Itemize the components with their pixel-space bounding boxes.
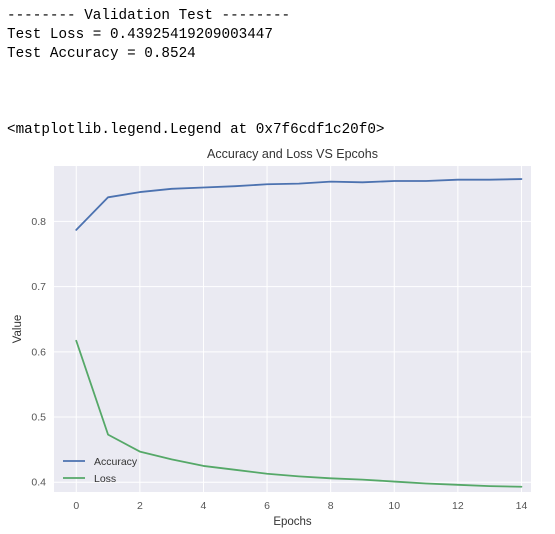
tick-labels: 0 2 4 6 8 10 12 14 0.4 0.5 0.6 0.7 0.8: [31, 216, 527, 512]
legend-repr-text: <matplotlib.legend.Legend at 0x7f6cdf1c2…: [7, 122, 385, 138]
x-tick-label: 14: [516, 500, 528, 512]
x-axis-label: Epochs: [273, 516, 312, 528]
validation-output-text: -------- Validation Test -------- Test L…: [7, 7, 290, 64]
test-accuracy-line: Test Accuracy = 0.8524: [7, 46, 196, 62]
y-tick-label: 0.5: [31, 412, 46, 424]
plot-area: [54, 166, 531, 492]
validation-header-line: -------- Validation Test --------: [7, 8, 291, 24]
x-tick-label: 12: [452, 500, 464, 512]
y-tick-label: 0.7: [31, 281, 46, 293]
test-loss-line: Test Loss = 0.43925419209003447: [7, 27, 273, 43]
series-line-accuracy: [75, 178, 523, 231]
y-axis-label: Value: [12, 315, 24, 344]
legend: Accuracy Loss: [63, 456, 138, 485]
series-line-loss: [75, 339, 523, 488]
y-tick-label: 0.8: [31, 216, 46, 228]
x-tick-label: 10: [388, 500, 400, 512]
legend-label-accuracy: Accuracy: [94, 456, 138, 468]
x-tick-label: 0: [73, 500, 79, 512]
x-tick-label: 2: [137, 500, 143, 512]
grid-lines: [54, 166, 531, 492]
x-tick-label: 6: [264, 500, 270, 512]
x-tick-label: 4: [201, 500, 207, 512]
y-tick-label: 0.4: [31, 477, 46, 489]
legend-label-loss: Loss: [94, 473, 116, 485]
series-lines: [75, 178, 523, 488]
x-tick-label: 8: [328, 500, 334, 512]
chart-title: Accuracy and Loss VS Epcohs: [207, 147, 378, 161]
y-tick-label: 0.6: [31, 346, 46, 358]
